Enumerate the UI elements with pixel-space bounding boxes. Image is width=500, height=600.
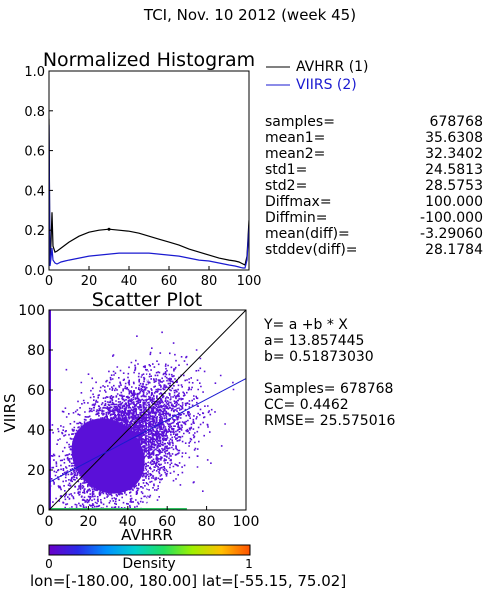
stats-row: Diffmax= 100.000 [265, 194, 483, 210]
stats-value: 678768 [429, 114, 483, 130]
stats-row: mean2= 32.3402 [265, 146, 483, 162]
scatter-dense-core [71, 418, 145, 494]
stats-value: -100.000 [420, 210, 483, 226]
scatter-lines-group [49, 310, 246, 510]
stats-value: 32.3402 [425, 146, 483, 162]
stats-label: Diffmax= [265, 194, 332, 210]
stats-label: mean2= [265, 146, 326, 162]
scatter-x-tick-label: 20 [79, 514, 97, 530]
regression-line [49, 378, 246, 483]
footer-lat: lat=[-55.15, 75.02] [201, 572, 347, 590]
histogram-x-tick-label: 80 [201, 274, 218, 289]
scatter-x-tick-label: 80 [198, 514, 216, 530]
histogram-x-tick-label: 60 [161, 274, 178, 289]
scatter-zero-column [49, 310, 51, 510]
stats-row: std1= 24.5813 [265, 162, 483, 178]
regression-panel: Y= a +b * X a= 13.857445 b= 0.51873030 S… [264, 317, 395, 429]
regression-a: a= 13.857445 [264, 333, 365, 349]
histogram-y-tick-label: 0.2 [24, 224, 45, 239]
scatter-y-tick-label: 20 [27, 463, 45, 479]
scatter-x-axis: 0 20 40 60 80 100 [45, 506, 260, 530]
histogram-x-tick-label: 20 [81, 274, 98, 289]
colorbar-min-label: 0 [45, 557, 53, 571]
histogram-line-viirs [49, 124, 249, 269]
scatter-x-tick-label: 60 [158, 514, 176, 530]
scatter-y-tick-label: 40 [27, 423, 45, 439]
histogram-y-tick-label: 0.6 [24, 145, 45, 160]
scatter-x-tick-label: 40 [119, 514, 137, 530]
histogram-title: Normalized Histogram [43, 49, 255, 71]
one-to-one-line [49, 310, 246, 510]
stats-label: std1= [265, 162, 308, 178]
stats-value: 28.1784 [425, 242, 483, 258]
scatter-points [49, 331, 235, 510]
stats-row: mean(diff)= -3.29060 [265, 226, 483, 242]
scatter-y-tick-label: 60 [27, 383, 45, 399]
histogram-series-group [49, 118, 249, 269]
histogram-x-tick-label: 40 [121, 274, 138, 289]
regression-equation: Y= a +b * X [264, 317, 348, 333]
histogram-y-axis: 0.0 0.2 0.4 0.6 0.8 1.0 [24, 65, 53, 279]
histogram-y-tick-label: 0.0 [24, 264, 45, 279]
scatter-x-label: AVHRR [121, 526, 173, 544]
stats-row: std2= 28.5753 [265, 178, 483, 194]
histogram-x-axis: 0 20 40 60 80 100 [45, 266, 262, 289]
scatter-frame [48, 309, 247, 511]
regression-cc: CC= 0.4462 [264, 397, 349, 413]
footer-lon: lon=[-180.00, 180.00] [30, 572, 198, 590]
regression-b: b= 0.51873030 [264, 349, 374, 365]
legend-viirs-label: VIIRS (2) [296, 77, 357, 93]
histogram-x-tick-label: 100 [237, 274, 262, 289]
stats-label: Diffmin= [265, 210, 328, 226]
scatter-x-tick-label: 100 [233, 514, 260, 530]
histogram-y-tick-label: 1.0 [24, 65, 45, 80]
scatter-x-tick-label: 0 [45, 514, 54, 530]
stats-row: mean1= 35.6308 [265, 130, 483, 146]
scatter-y-tick-label: 100 [18, 303, 45, 319]
stats-value: -3.29060 [420, 226, 483, 242]
histogram-y-tick-label: 0.4 [24, 184, 45, 199]
scatter-y-tick-label: 80 [27, 343, 45, 359]
stats-label: mean1= [265, 130, 326, 146]
stats-value: 35.6308 [425, 130, 483, 146]
figure-title: TCI, Nov. 10 2012 (week 45) [143, 6, 356, 24]
stats-row: Diffmin= -100.000 [265, 210, 483, 226]
histogram-x-tick-label: 0 [45, 274, 53, 289]
colorbar-max-label: 1 [245, 557, 253, 571]
histogram-y-tick-label: 0.8 [24, 105, 45, 120]
colorbar-label: Density [122, 556, 175, 572]
stats-row: samples= 678768 [265, 114, 483, 130]
stats-label: std2= [265, 178, 308, 194]
stats-panel: samples= 678768 mean1= 35.6308 mean2= 32.3402… [265, 114, 483, 258]
stats-value: 100.000 [425, 194, 483, 210]
stats-label: stddev(diff)= [265, 242, 358, 258]
histogram-frame [48, 70, 250, 271]
stats-row: stddev(diff)= 28.1784 [265, 242, 483, 258]
legend-avhrr-label: AVHRR (1) [296, 59, 369, 75]
scatter-points-group [49, 310, 235, 510]
stats-value: 28.5753 [425, 178, 483, 194]
stats-label: mean(diff)= [265, 226, 350, 242]
stats-value: 24.5813 [425, 162, 483, 178]
stats-label: samples= [265, 114, 335, 130]
scatter-y-label: VIIRS [1, 393, 19, 432]
scatter-title: Scatter Plot [92, 289, 202, 311]
histogram-line-avhrr [49, 118, 249, 266]
regression-rmse: RMSE= 25.575016 [264, 413, 396, 429]
histogram-peak-marker [107, 227, 111, 231]
scatter-y-tick-label: 0 [36, 503, 45, 519]
colorbar [48, 544, 251, 556]
regression-samples: Samples= 678768 [264, 381, 394, 397]
scatter-y-axis: 0 20 40 60 80 100 [18, 303, 53, 519]
footer-range: lon=[-180.00, 180.00] lat=[-55.15, 75.02… [30, 572, 346, 590]
